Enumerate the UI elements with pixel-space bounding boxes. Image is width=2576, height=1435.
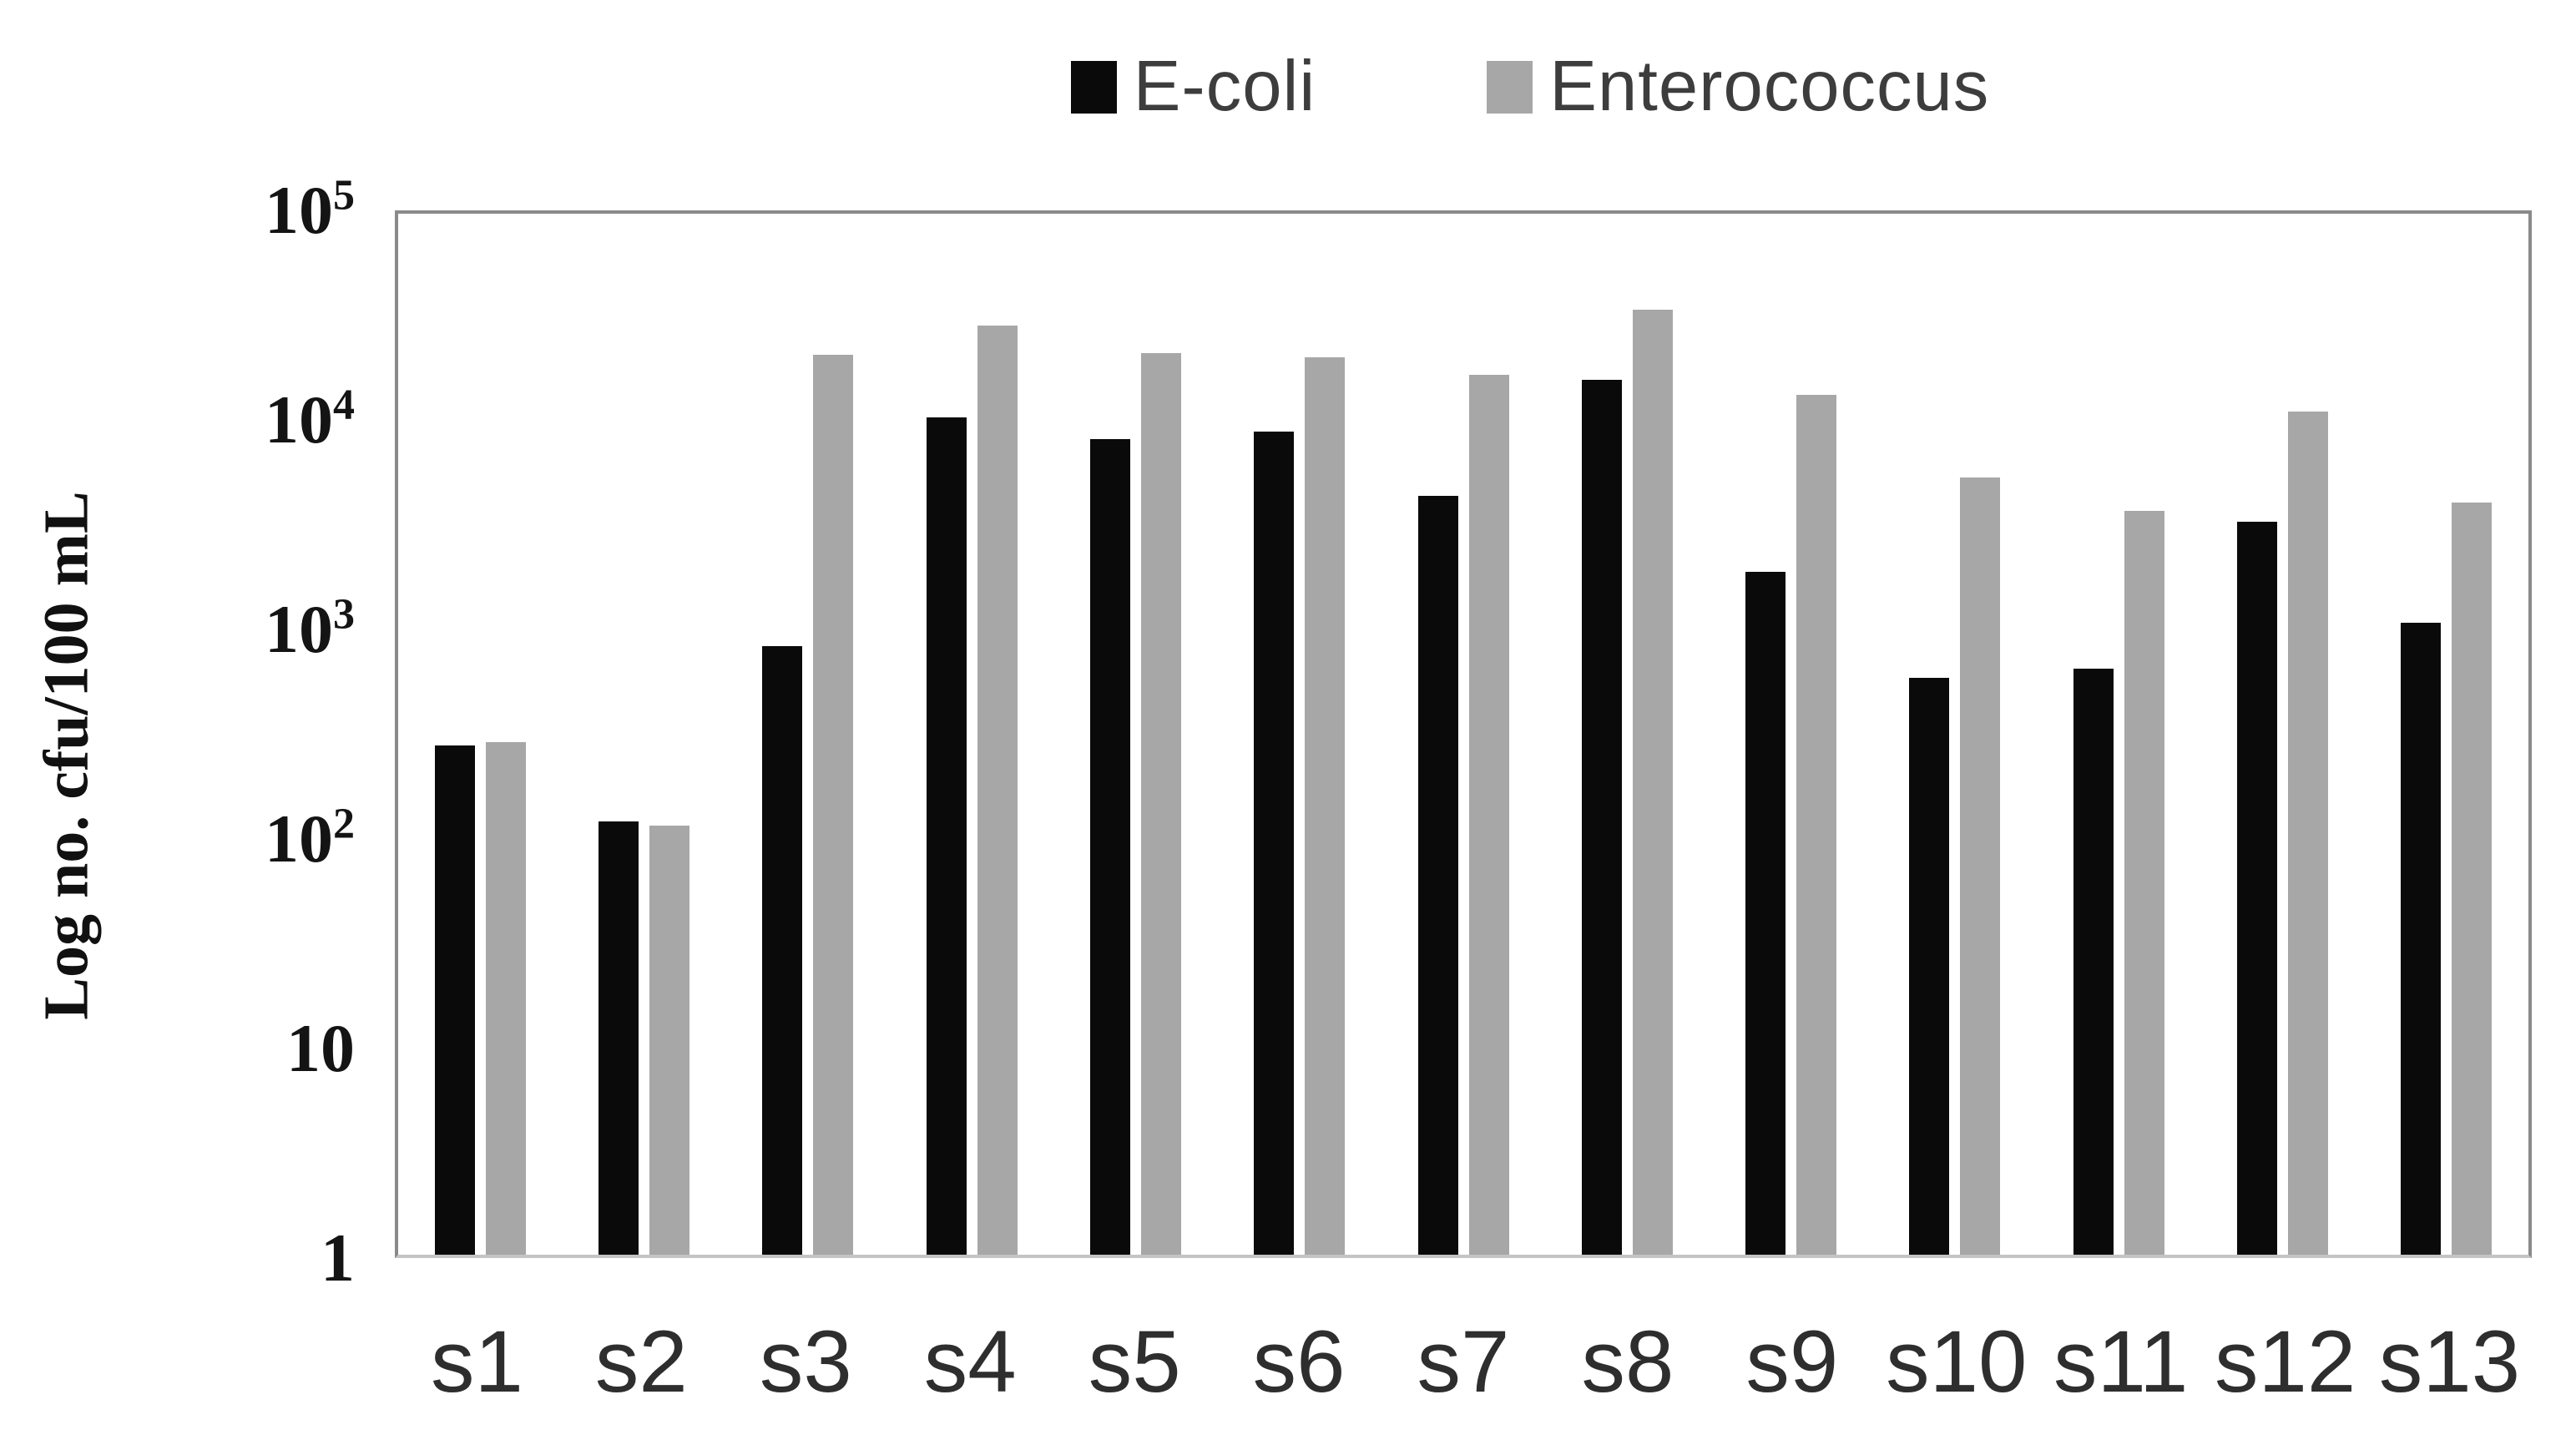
- category-slot-s12: [2200, 214, 2364, 1255]
- x-label-s11: s11: [2053, 1313, 2189, 1411]
- category-slot-s3: [726, 214, 890, 1255]
- x-label-s1: s1: [431, 1313, 523, 1411]
- x-label-s7: s7: [1417, 1313, 1510, 1411]
- bar-ecoli-s8: [1581, 379, 1622, 1255]
- bar-ecoli-s3: [762, 645, 803, 1255]
- x-label-s5: s5: [1088, 1313, 1181, 1411]
- x-axis-labels: s1 s2 s3 s4 s5 s6 s7 s8 s9 s10 s11 s12 s13: [395, 1312, 2532, 1429]
- bar-enterococcus-s5: [1140, 352, 1181, 1255]
- x-label-s3: s3: [759, 1313, 852, 1411]
- x-label-s8: s8: [1581, 1313, 1674, 1411]
- legend-item-enterococcus: Enterococcus: [1487, 46, 1989, 128]
- category-slot-s10: [1873, 214, 2037, 1255]
- bar-enterococcus-s7: [1468, 375, 1509, 1255]
- x-label-s9: s9: [1745, 1313, 1839, 1411]
- legend-label-enterococcus: Enterococcus: [1549, 47, 1990, 126]
- bar-ecoli-s4: [926, 417, 967, 1255]
- y-tick-1e2: 102: [265, 800, 355, 877]
- legend-swatch-ecoli-icon: [1070, 60, 1117, 114]
- category-slot-s2: [562, 214, 725, 1255]
- bar-enterococcus-s3: [813, 355, 854, 1255]
- bar-ecoli-s1: [434, 745, 475, 1255]
- x-label-s4: s4: [923, 1313, 1017, 1411]
- bar-enterococcus-s8: [1632, 310, 1673, 1255]
- bar-ecoli-s13: [2401, 623, 2442, 1255]
- bar-ecoli-s11: [2073, 669, 2114, 1255]
- category-slot-s1: [398, 214, 562, 1255]
- y-tick-10: 10: [286, 1010, 355, 1086]
- category-slot-s9: [1710, 214, 1873, 1255]
- bar-ecoli-s2: [598, 821, 639, 1255]
- y-tick-1e4: 104: [265, 381, 355, 457]
- category-slot-s11: [2037, 214, 2200, 1255]
- bar-enterococcus-s9: [1796, 394, 1837, 1255]
- x-label-s6: s6: [1252, 1313, 1346, 1411]
- category-slot-s13: [2365, 214, 2528, 1255]
- bar-enterococcus-s4: [977, 326, 1018, 1255]
- legend: E-coli Enterococcus: [462, 40, 2576, 134]
- y-tick-1e5: 105: [265, 171, 355, 248]
- bar-ecoli-s9: [1745, 572, 1786, 1255]
- bar-ecoli-s12: [2237, 522, 2278, 1255]
- bar-enterococcus-s12: [2288, 412, 2329, 1255]
- bar-enterococcus-s6: [1305, 356, 1346, 1255]
- y-tick-1e3: 103: [265, 590, 355, 667]
- bar-enterococcus-s10: [1960, 477, 2001, 1255]
- x-label-s10: s10: [1886, 1313, 2028, 1411]
- bar-enterococcus-s11: [2124, 510, 2164, 1255]
- bar-enterococcus-s2: [649, 826, 689, 1255]
- bar-ecoli-s7: [1417, 496, 1458, 1255]
- bar-enterococcus-s1: [485, 741, 526, 1255]
- y-tick-1: 1: [321, 1220, 355, 1296]
- legend-item-ecoli: E-coli: [1070, 46, 1316, 128]
- category-slot-s8: [1545, 214, 1709, 1255]
- x-label-s2: s2: [594, 1313, 688, 1411]
- category-slot-s7: [1381, 214, 1545, 1255]
- bar-enterococcus-s13: [2452, 502, 2493, 1255]
- legend-swatch-enterococcus-icon: [1487, 60, 1533, 114]
- x-label-s12: s12: [2214, 1313, 2356, 1411]
- x-label-s13: s13: [2378, 1313, 2521, 1411]
- bar-ecoli-s5: [1089, 438, 1130, 1255]
- bar-ecoli-s10: [1909, 677, 1950, 1255]
- category-slot-s4: [890, 214, 1053, 1255]
- category-slot-s6: [1218, 214, 1381, 1255]
- y-axis-ticks: 105 104 103 102 10 1: [0, 174, 355, 1291]
- plot-area: [395, 210, 2532, 1258]
- legend-label-ecoli: E-coli: [1133, 47, 1316, 126]
- bar-ecoli-s6: [1254, 431, 1295, 1255]
- category-slot-s5: [1053, 214, 1217, 1255]
